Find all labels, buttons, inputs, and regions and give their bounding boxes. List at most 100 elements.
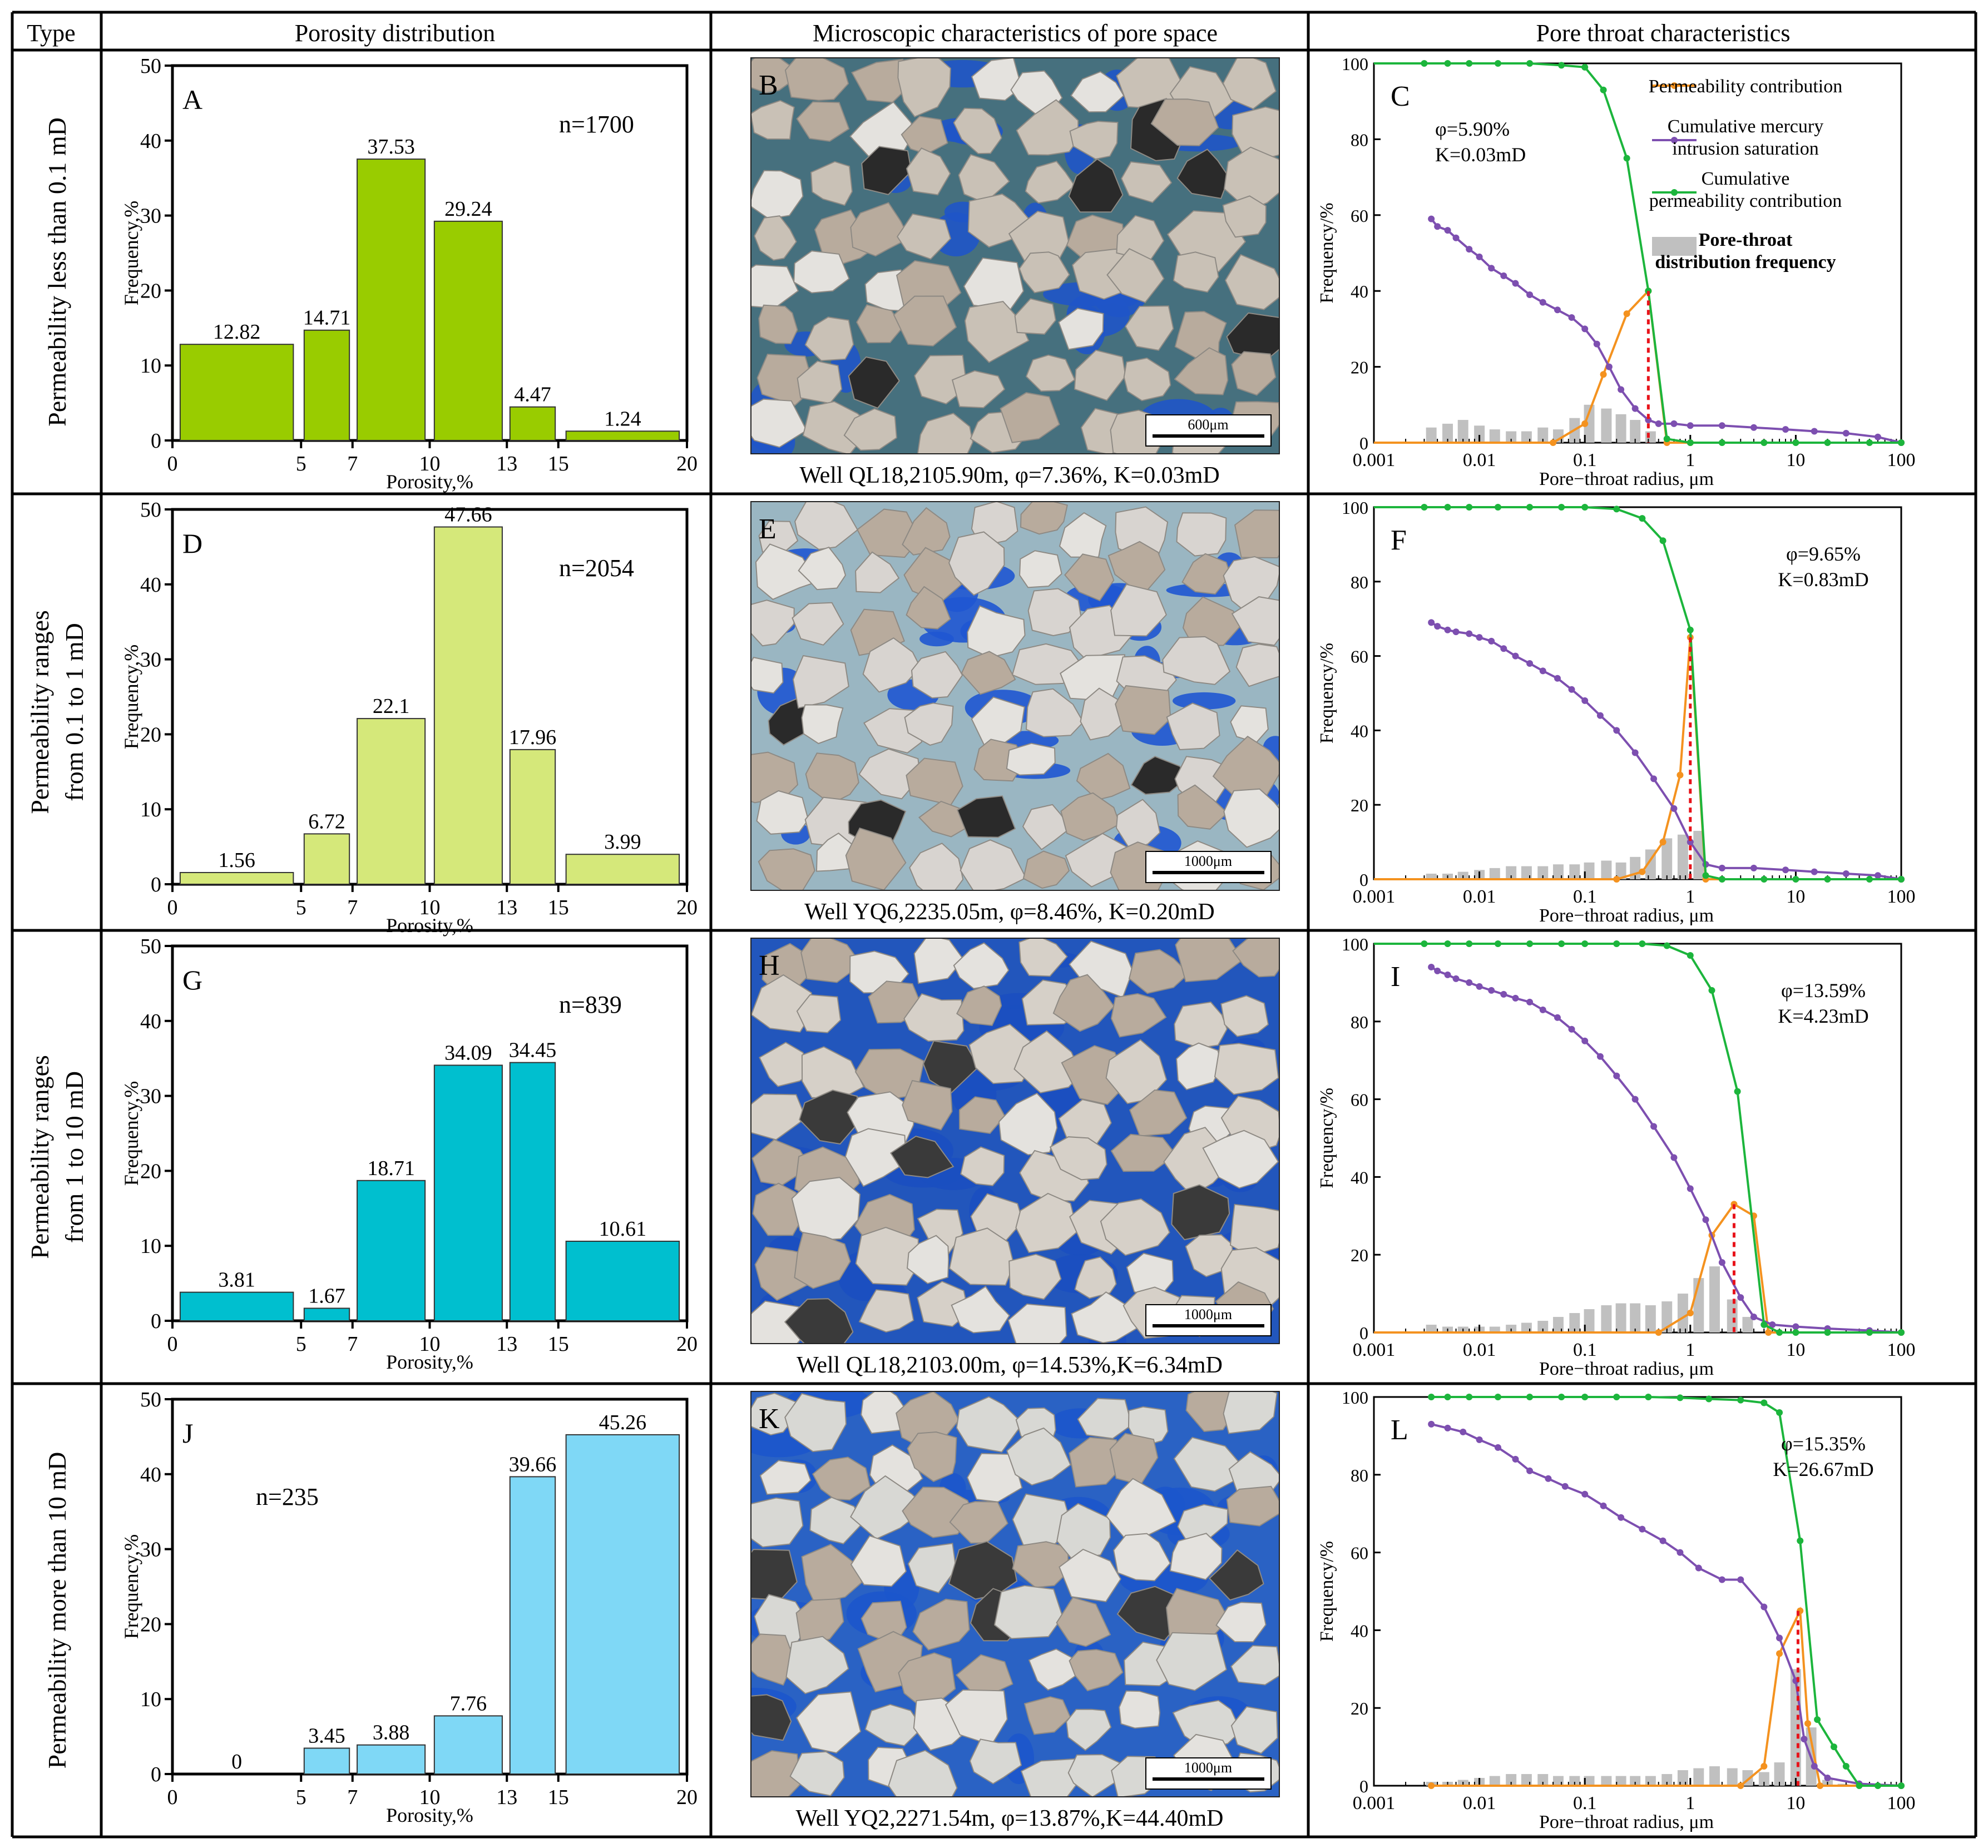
bar bbox=[565, 1240, 680, 1322]
cumulative-permeability-contribution-point bbox=[1623, 155, 1630, 162]
cumulative-mercury-saturation-point bbox=[1695, 1564, 1702, 1572]
sample-stats: K=26.67mD bbox=[1773, 1458, 1873, 1480]
cumulative-permeability-contribution-point bbox=[1639, 940, 1646, 947]
mineral-grain bbox=[1185, 1234, 1234, 1277]
histogram-bar bbox=[1537, 1321, 1549, 1332]
mineral-grain bbox=[1173, 1436, 1250, 1492]
legend-label: Cumulative mercury bbox=[1668, 116, 1823, 137]
cumulative-mercury-saturation-point bbox=[1512, 1455, 1519, 1463]
type-label: Permeability ranges from 0.1 to 1 mD bbox=[26, 610, 88, 814]
mineral-grain bbox=[758, 848, 815, 890]
mineral-grain bbox=[960, 1146, 1005, 1186]
bar bbox=[509, 749, 556, 885]
mineral-grain bbox=[798, 546, 847, 591]
mineral-grain bbox=[1174, 1001, 1228, 1049]
mineral-grain bbox=[1162, 636, 1231, 685]
y-tick-label: 0 bbox=[1359, 433, 1368, 453]
bar-value-label: 47.66 bbox=[444, 503, 492, 527]
cumulative-permeability-contribution-point bbox=[1687, 439, 1694, 446]
cumulative-permeability-contribution-point bbox=[1856, 1782, 1863, 1789]
x-tick-label: 7 bbox=[347, 1786, 358, 1809]
cumulative-mercury-saturation-point bbox=[1659, 1537, 1666, 1544]
histogram-bar bbox=[1601, 1305, 1612, 1332]
cumulative-permeability-contribution-point bbox=[1737, 1396, 1744, 1404]
mineral-grain bbox=[951, 370, 1006, 409]
mineral-grain bbox=[909, 843, 964, 890]
cumulative-permeability-contribution-point bbox=[1734, 1088, 1741, 1095]
mineral-grain bbox=[1000, 392, 1060, 443]
x-tick-label: 0.01 bbox=[1463, 1340, 1496, 1360]
cumulative-mercury-saturation-point bbox=[1792, 1323, 1799, 1330]
cumulative-mercury-saturation-point bbox=[1444, 227, 1451, 234]
x-tick-label: 20 bbox=[676, 1786, 698, 1809]
pore-space bbox=[1172, 692, 1236, 710]
cumulative-mercury-saturation-point bbox=[1737, 1294, 1744, 1301]
mineral-grain bbox=[903, 993, 965, 1042]
mineral-grain bbox=[854, 1048, 925, 1101]
mineral-grain bbox=[789, 1751, 845, 1797]
mineral-grain bbox=[796, 101, 850, 142]
bar bbox=[357, 158, 426, 441]
histogram-bar bbox=[1677, 1770, 1688, 1786]
cumulative-mercury-saturation-point bbox=[1687, 422, 1694, 429]
cumulative-mercury-saturation-point bbox=[1718, 864, 1725, 871]
table-grid bbox=[11, 11, 1977, 1839]
histogram-bar bbox=[1569, 864, 1580, 879]
cumulative-mercury-saturation-point bbox=[1718, 422, 1725, 429]
mineral-grain bbox=[1129, 1089, 1188, 1137]
mineral-grain bbox=[1220, 995, 1269, 1037]
header-micro: Microscopic characteristics of pore spac… bbox=[813, 19, 1218, 47]
mineral-grain bbox=[1232, 938, 1279, 978]
histogram-bar bbox=[1661, 1774, 1673, 1786]
histogram-bar bbox=[1677, 1294, 1688, 1332]
mineral-grain bbox=[1110, 583, 1167, 637]
mineral-grain bbox=[1215, 1602, 1267, 1643]
mineral-grain bbox=[792, 602, 844, 646]
pore-throat-histogram bbox=[1426, 831, 1704, 879]
cumulative-mercury-saturation-point bbox=[1554, 675, 1561, 682]
histogram-bar bbox=[1630, 1776, 1641, 1786]
bar bbox=[509, 1062, 556, 1321]
mineral-grain bbox=[902, 507, 951, 556]
bar-value-label: 18.71 bbox=[367, 1157, 415, 1180]
x-tick-label: 0.1 bbox=[1573, 1340, 1597, 1360]
x-tick-label: 0.001 bbox=[1353, 886, 1396, 907]
x-axis-label: Porosity,% bbox=[386, 470, 473, 493]
photomicrograph-K: K 1000μm bbox=[750, 1391, 1280, 1797]
cumulative-mercury-saturation-point bbox=[1618, 1514, 1625, 1521]
y-tick-label: 100 bbox=[1342, 934, 1368, 954]
bar-value-label: 10.61 bbox=[599, 1217, 647, 1241]
cumulative-mercury-saturation-point bbox=[1874, 872, 1881, 879]
panel-letter: A bbox=[182, 84, 202, 115]
histogram-bar bbox=[1615, 1776, 1626, 1786]
cumulative-mercury-saturation-point bbox=[1444, 971, 1451, 978]
cumulative-permeability-contribution-point bbox=[1600, 86, 1607, 93]
mineral-grain bbox=[1007, 1303, 1067, 1344]
mineral-grain bbox=[1016, 99, 1079, 156]
histogram-bar bbox=[1727, 1299, 1738, 1332]
permeability-contribution-point bbox=[1760, 1763, 1768, 1770]
mineral-grain bbox=[1235, 643, 1279, 687]
bar-value-label: 3.99 bbox=[604, 830, 641, 854]
legend-label: Permeability contribution bbox=[1649, 76, 1842, 97]
header-porosity: Porosity distribution bbox=[295, 19, 496, 47]
y-tick-label: 100 bbox=[1342, 498, 1368, 518]
type-label: Permeability ranges from 1 to 10 mD bbox=[26, 1055, 88, 1259]
photomicrograph-H: H 1000μm bbox=[750, 938, 1280, 1344]
photo-content bbox=[751, 58, 1279, 454]
x-tick-label: 100 bbox=[1887, 886, 1916, 907]
legend-label: permeability contribution bbox=[1649, 191, 1842, 211]
y-tick-label: 0 bbox=[151, 1763, 161, 1786]
mineral-grain bbox=[1230, 1645, 1279, 1686]
y-tick-label: 50 bbox=[140, 55, 161, 78]
y-tick-label: 10 bbox=[140, 1235, 161, 1258]
mineral-grain bbox=[751, 656, 784, 694]
cumulative-mercury-saturation-point bbox=[1466, 979, 1473, 986]
y-tick-label: 0 bbox=[1359, 1323, 1368, 1343]
mineral-grain bbox=[953, 942, 1010, 989]
y-tick-label: 40 bbox=[140, 1463, 161, 1487]
permeability-contribution-point bbox=[1550, 439, 1557, 446]
mineral-grain bbox=[1060, 792, 1121, 841]
mineral-grain bbox=[1208, 1549, 1264, 1601]
cumulative-permeability-contribution bbox=[1374, 940, 1905, 1336]
